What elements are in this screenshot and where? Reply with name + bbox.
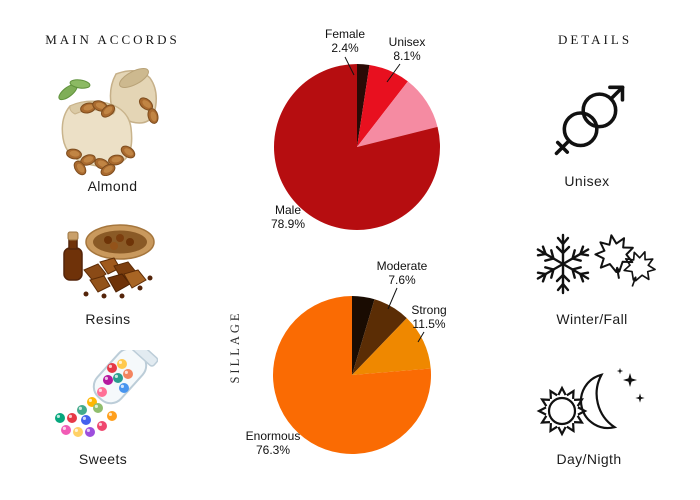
accord-label-resins: Resins	[85, 311, 131, 327]
enormous-slice-label: Enormous	[246, 429, 301, 443]
pie-slice-moderate	[352, 299, 407, 375]
unisex-slice-label: Unisex	[389, 35, 426, 49]
detail-label-unisex: Unisex	[564, 173, 610, 189]
callout-line-moderate	[387, 287, 398, 310]
maple-leaves-icon	[591, 231, 659, 287]
pie-slice-strong	[352, 318, 431, 375]
snowflake-icon	[533, 233, 593, 295]
strong-slice-label: Strong	[411, 303, 446, 317]
sparkle-stars-icon	[616, 367, 645, 403]
detail-label-daynight: Day/Nigth	[556, 451, 622, 467]
enormous-slice-value: 76.3%	[256, 443, 290, 457]
moderate-slice-label: Moderate	[377, 259, 428, 273]
sillage-pie-chart: SILLAGE Moderate 7.6% Strong 11.5% Enorm…	[228, 259, 447, 457]
gender-pie	[274, 64, 441, 231]
detail-label-season: Winter/Fall	[556, 311, 628, 327]
pie-slice-unlabeled	[357, 81, 438, 147]
moderate-slice-value: 7.6%	[388, 273, 416, 287]
candy-jar-image	[55, 350, 158, 437]
sun-icon	[537, 386, 587, 436]
main-accords-heading: MAIN ACCORDS	[45, 32, 180, 47]
gender-unisex-icon	[554, 85, 625, 156]
unisex-slice-value: 8.1%	[393, 49, 421, 63]
strong-slice-value: 11.5%	[412, 317, 445, 331]
accord-label-almond: Almond	[87, 178, 138, 194]
pie-slice-unisex	[357, 64, 408, 147]
moon-icon	[579, 373, 618, 430]
callout-line-female	[344, 56, 355, 76]
callout-line-strong	[417, 331, 425, 343]
male-circle	[581, 92, 618, 129]
callout-line-unisex	[386, 63, 401, 83]
resins-pile-image	[63, 224, 155, 299]
female-slice-value: 2.4%	[331, 41, 359, 55]
male-slice-label: Male	[275, 203, 301, 217]
gender-pie-chart: Female 2.4% Unisex 8.1% Male 78.9%	[271, 27, 441, 231]
female-slice-label: Female	[325, 27, 365, 41]
sillage-axis-label: SILLAGE	[228, 310, 242, 383]
pie-slice-female	[357, 64, 370, 147]
sillage-pie	[273, 296, 432, 454]
female-circle	[562, 111, 599, 148]
leaf	[69, 79, 91, 89]
pie-slice-unlabeled	[352, 296, 375, 375]
accord-label-sweets: Sweets	[78, 451, 128, 467]
details-heading: DETAILS	[557, 32, 633, 47]
sun-moon-stars-icon	[537, 367, 645, 436]
snowflake-maple-leaf-icon	[533, 231, 659, 295]
male-slice-value: 78.9%	[271, 217, 305, 231]
resin-bottle	[63, 247, 83, 281]
almonds-sack-image	[58, 68, 161, 176]
pie-slice-enormous	[273, 296, 432, 454]
pie-slice-male	[274, 64, 441, 231]
